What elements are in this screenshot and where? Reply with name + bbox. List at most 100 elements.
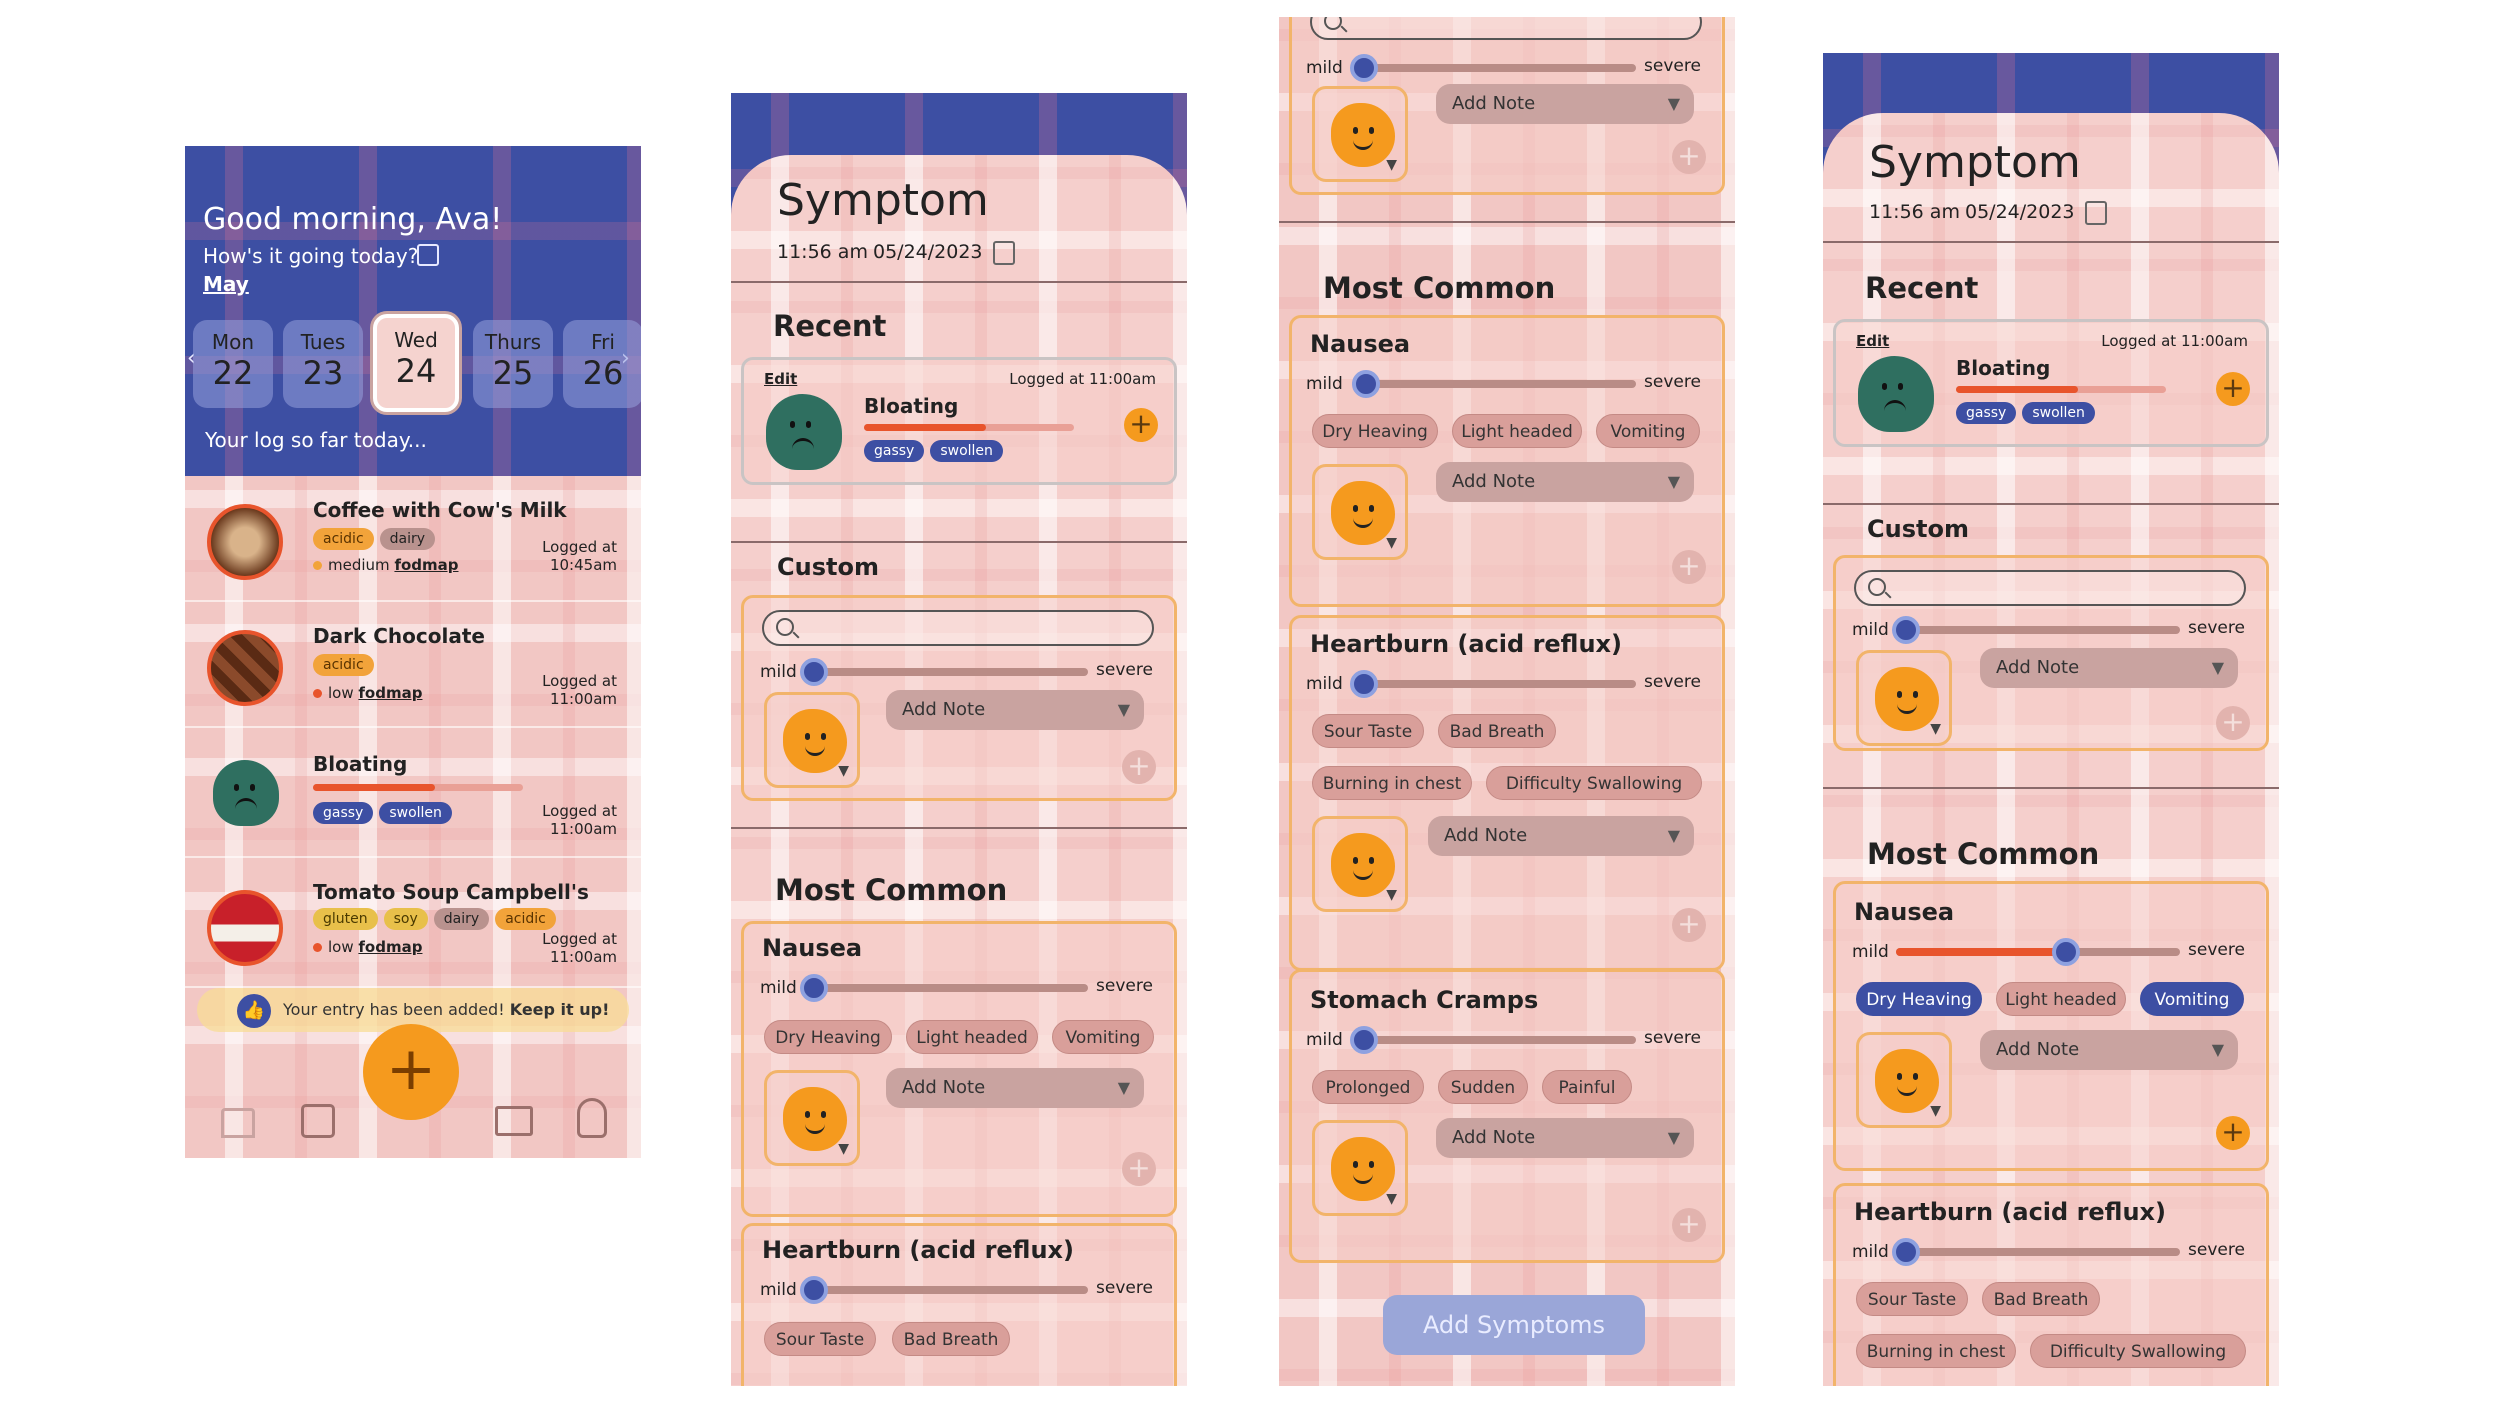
search-input[interactable] <box>762 610 1154 646</box>
add-note-dropdown[interactable]: Add Note ▼ <box>1428 816 1694 856</box>
log-entry-chocolate[interactable]: Dark Chocolate acidic low fodmap Logged … <box>185 608 641 728</box>
search-input[interactable] <box>1854 570 2246 606</box>
symptom-name: Nausea <box>1310 330 1411 358</box>
add-note-dropdown[interactable]: Add Note ▼ <box>1980 648 2238 688</box>
option-chip[interactable]: Burning in chest <box>1856 1334 2016 1368</box>
severity-slider-handle[interactable] <box>1350 670 1378 698</box>
add-entry-button[interactable]: + <box>363 1024 459 1120</box>
option-chip[interactable]: Sour Taste <box>1856 1282 1968 1316</box>
calendar-icon[interactable] <box>993 241 1015 265</box>
add-note-dropdown[interactable]: Add Note ▼ <box>886 690 1144 730</box>
mood-picker[interactable]: ▼ <box>1312 1120 1408 1216</box>
day-fri[interactable]: Fri 26 <box>563 320 641 408</box>
severity-slider-track[interactable] <box>804 668 1088 676</box>
option-chip[interactable]: Difficulty Swallowing <box>1486 766 1702 800</box>
mood-picker[interactable]: ▼ <box>1312 464 1408 560</box>
plus-icon[interactable]: + <box>1672 550 1706 584</box>
option-chip[interactable]: Painful <box>1542 1070 1632 1104</box>
add-note-dropdown[interactable]: Add Note ▼ <box>1436 84 1694 124</box>
add-symptoms-button[interactable]: Add Symptoms <box>1383 1295 1645 1355</box>
option-chip[interactable]: Light headed <box>1452 414 1582 448</box>
option-chip[interactable]: Dry Heaving <box>1312 414 1438 448</box>
severity-slider-handle[interactable] <box>1352 370 1380 398</box>
option-chip[interactable]: Vomiting <box>1596 414 1700 448</box>
add-note-dropdown[interactable]: Add Note ▼ <box>886 1068 1144 1108</box>
chevron-left-icon[interactable]: ‹ <box>187 346 196 371</box>
mood-picker[interactable]: ▼ <box>1312 86 1408 182</box>
day-mon[interactable]: Mon 22 <box>193 320 273 408</box>
symptom-card-stomach-cramps: Stomach Cramps mild severe Prolonged Sud… <box>1289 969 1725 1263</box>
option-chip-selected[interactable]: Vomiting <box>2140 982 2244 1016</box>
greeting-prompt: How's it going today? <box>203 244 419 268</box>
plus-icon[interactable]: + <box>1672 908 1706 942</box>
severity-slider-handle[interactable] <box>1892 616 1920 644</box>
mood-picker[interactable]: ▼ <box>1856 1032 1952 1128</box>
mood-picker[interactable]: ▼ <box>764 692 860 788</box>
option-chip[interactable]: Sour Taste <box>1312 714 1424 748</box>
severity-slider-track[interactable] <box>1896 626 2180 634</box>
severity-slider-track[interactable] <box>804 984 1088 992</box>
mild-label: mild <box>1852 942 1889 962</box>
severity-slider-handle[interactable] <box>800 1276 828 1304</box>
plus-icon[interactable]: + <box>1672 140 1706 174</box>
mood-picker[interactable]: ▼ <box>1312 816 1408 912</box>
plus-icon[interactable]: + <box>2216 1116 2250 1150</box>
calendar-icon[interactable] <box>2085 201 2107 225</box>
severity-slider-handle[interactable] <box>800 974 828 1002</box>
severity-slider-handle[interactable] <box>1350 1026 1378 1054</box>
option-chip[interactable]: Sour Taste <box>764 1322 876 1356</box>
option-chip[interactable]: Dry Heaving <box>764 1020 892 1054</box>
option-chip[interactable]: Vomiting <box>1052 1020 1154 1054</box>
plus-icon[interactable]: + <box>2216 372 2250 406</box>
search-input[interactable] <box>1310 17 1702 40</box>
add-note-dropdown[interactable]: Add Note ▼ <box>1436 1118 1694 1158</box>
chevron-down-icon: ▼ <box>2211 658 2224 677</box>
plus-icon[interactable]: + <box>1124 408 1158 442</box>
severity-slider-handle[interactable] <box>2052 938 2081 966</box>
month-link[interactable]: May <box>203 272 249 296</box>
severity-slider-track[interactable] <box>1352 380 1636 388</box>
option-chip[interactable]: Bad Breath <box>1982 1282 2100 1316</box>
day-wed-selected[interactable]: Wed 24 <box>373 314 459 412</box>
severity-slider-track[interactable] <box>1352 1036 1636 1044</box>
mood-picker[interactable]: ▼ <box>1856 650 1952 746</box>
plus-icon[interactable]: + <box>1122 1152 1156 1186</box>
option-chip[interactable]: Burning in chest <box>1312 766 1472 800</box>
severity-slider-handle[interactable] <box>1892 1238 1920 1266</box>
add-note-dropdown[interactable]: Add Note ▼ <box>1980 1030 2238 1070</box>
home-icon[interactable] <box>221 1108 255 1138</box>
severity-slider-track[interactable] <box>1352 680 1636 688</box>
log-entry-coffee[interactable]: Coffee with Cow's Milk acidic dairy mediu… <box>185 482 641 602</box>
option-chip[interactable]: Difficulty Swallowing <box>2030 1334 2246 1368</box>
edit-link[interactable]: Edit <box>764 370 798 388</box>
add-note-dropdown[interactable]: Add Note ▼ <box>1436 462 1694 502</box>
edit-link[interactable]: Edit <box>1856 332 1890 350</box>
plus-icon[interactable]: + <box>1122 750 1156 784</box>
recent-card[interactable]: Edit Bloating Logged at 11:00am gassy swo… <box>741 357 1177 485</box>
mood-picker[interactable]: ▼ <box>764 1070 860 1166</box>
severity-slider-handle[interactable] <box>800 658 828 686</box>
option-chip[interactable]: Prolonged <box>1312 1070 1424 1104</box>
severity-slider-handle[interactable] <box>1350 54 1378 82</box>
day-tues[interactable]: Tues 23 <box>283 320 363 408</box>
common-heading: Most Common <box>1867 837 2100 871</box>
profile-icon[interactable] <box>577 1098 607 1138</box>
book-icon[interactable] <box>495 1106 533 1136</box>
severity-slider-track[interactable] <box>1352 64 1636 72</box>
severity-slider-track[interactable] <box>804 1286 1088 1294</box>
option-chip[interactable]: Light headed <box>906 1020 1038 1054</box>
option-chip[interactable]: Bad Breath <box>892 1322 1010 1356</box>
recent-card[interactable]: Edit Bloating Logged at 11:00am gassy swo… <box>1833 319 2269 447</box>
option-chip[interactable]: Light headed <box>1996 982 2126 1016</box>
option-chip[interactable]: Sudden <box>1438 1070 1528 1104</box>
log-entry-bloating[interactable]: Bloating gassy swollen Logged at 11:00am <box>185 738 641 858</box>
severity-slider-track[interactable] <box>1896 1248 2180 1256</box>
option-chip[interactable]: Bad Breath <box>1438 714 1556 748</box>
option-chip-selected[interactable]: Dry Heaving <box>1856 982 1982 1016</box>
calendar-icon[interactable] <box>417 244 439 266</box>
plus-icon[interactable]: + <box>1672 1208 1706 1242</box>
chart-icon[interactable] <box>301 1104 335 1138</box>
log-entry-tomato-soup[interactable]: Tomato Soup Campbell's gluten soy dairy aci… <box>185 868 641 988</box>
plus-icon[interactable]: + <box>2216 706 2250 740</box>
day-thurs[interactable]: Thurs 25 <box>473 320 553 408</box>
